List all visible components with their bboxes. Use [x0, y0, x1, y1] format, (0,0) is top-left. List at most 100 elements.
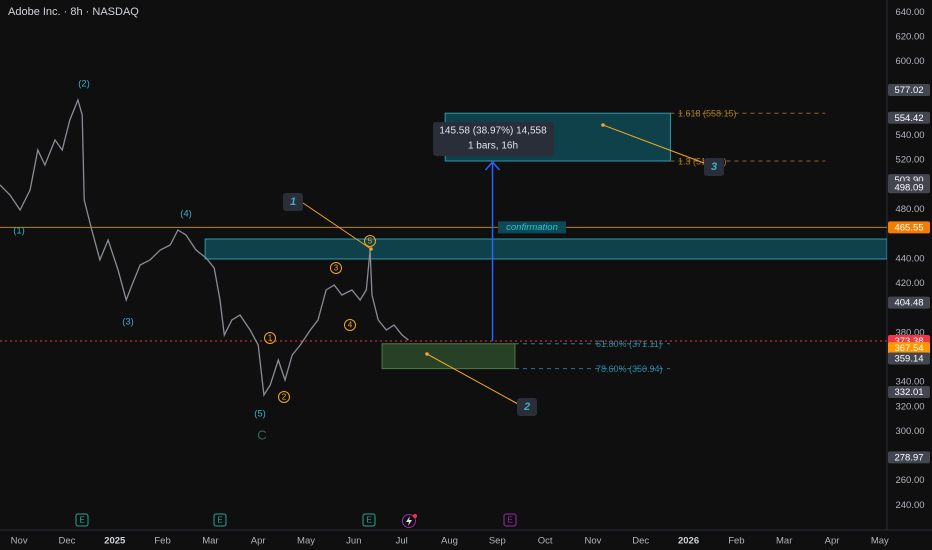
price-badge-label: 278.97 [894, 452, 923, 463]
measure-tooltip [433, 122, 554, 156]
circle-label: 3 [334, 264, 339, 273]
price-badge-label: 503.90 [894, 175, 923, 186]
connector [426, 353, 519, 405]
x-tick-label: Oct [538, 536, 553, 547]
lightning-bolt [406, 516, 412, 526]
circle-label-ring [278, 391, 290, 403]
event-label: E [507, 516, 512, 525]
x-tick-label: Feb [154, 536, 170, 547]
circle-label: 2 [282, 393, 287, 402]
y-tick-label: 520.00 [895, 155, 924, 166]
event-icon [75, 513, 89, 527]
event-icon [362, 513, 376, 527]
lightning-icon [402, 514, 416, 528]
plot-area: 1.618 (558.15) 1.3 (519.38) 61.80% (371.11… [0, 79, 887, 442]
box-label: 3 [711, 161, 717, 173]
price-badge-label: 404.48 [894, 298, 923, 309]
connector [602, 124, 705, 164]
y-tick-label: 380.00 [895, 327, 924, 338]
x-tick-label: Apr [825, 536, 840, 547]
wave-label: (5) [254, 409, 266, 420]
price-badge [888, 451, 930, 464]
measure-text: 145.58 (38.97%) 14,558 [439, 126, 547, 137]
circle-label-ring [364, 235, 376, 247]
box-label: 1 [290, 196, 296, 208]
price-badge [888, 352, 930, 365]
price-badge-label: 367.54 [894, 343, 923, 354]
x-tick-label: Mar [202, 536, 218, 547]
circle-label: 1 [268, 334, 273, 343]
level-label: confirmation [506, 222, 558, 233]
x-tick-label: Dec [58, 536, 75, 547]
connector-dot [369, 247, 373, 251]
price-badge-label: 554.42 [894, 113, 923, 124]
zone [381, 343, 516, 370]
price-badge [888, 296, 930, 309]
x-tick-label: Sep [489, 536, 506, 547]
x-tick-label: Apr [251, 536, 266, 547]
fib-label: 61.80% (371.11) [596, 339, 662, 349]
x-tick-label: 2026 [678, 536, 699, 547]
price-badge [888, 385, 930, 398]
lightning-dot [413, 514, 417, 518]
x-tick-label: 2025 [104, 536, 126, 547]
price-badge-label: 332.01 [894, 387, 923, 398]
arrow-head [484, 160, 501, 171]
y-tick-label: 440.00 [895, 253, 924, 264]
box-label-bg [704, 158, 724, 176]
x-tick-label: Feb [728, 536, 744, 547]
fib-label: 78.60% (350.94) [596, 364, 663, 374]
y-tick-label: 600.00 [895, 56, 924, 67]
price-badge-label: 465.55 [894, 222, 923, 233]
zone [204, 238, 887, 260]
connector [302, 202, 372, 250]
y-tick-label: 340.00 [895, 377, 924, 388]
y-tick-label: 240.00 [895, 500, 924, 511]
price-badge-label: 373.38 [894, 336, 923, 347]
y-tick-label: 300.00 [895, 426, 924, 437]
box-label-bg [283, 193, 303, 211]
event-label: E [79, 516, 84, 525]
x-tick-label: May [297, 536, 315, 547]
price-badge-label: 359.14 [894, 354, 923, 365]
wave-label: (4) [180, 209, 192, 220]
y-tick-label: 640.00 [895, 7, 924, 18]
y-tick-label: 420.00 [895, 278, 924, 289]
fib-label: 1.618 (558.15) [678, 109, 737, 119]
price-badge [888, 181, 930, 194]
circle-label-ring [330, 262, 342, 274]
measure-text: 1 bars, 16h [468, 141, 518, 152]
box-label: 2 [523, 401, 530, 413]
x-tick-label: Jul [396, 536, 408, 547]
wave-label: (3) [122, 317, 134, 328]
x-tick-label: Dec [632, 536, 649, 547]
price-badge [888, 221, 930, 234]
price-badge-label: 498.09 [894, 182, 923, 193]
fib-label: 1.3 (519.38) [678, 156, 727, 166]
y-tick-label: 480.00 [895, 204, 924, 215]
event-icon [213, 513, 227, 527]
chart-title: Adobe Inc. · 8h · NASDAQ [8, 6, 139, 18]
x-tick-label: Nov [584, 536, 601, 547]
x-tick-label: Jun [346, 536, 361, 547]
wave-label: C [257, 427, 266, 442]
connector-dot [425, 352, 429, 356]
wave-label: (2) [78, 79, 90, 90]
price-badge [888, 83, 930, 96]
x-tick-label: Mar [776, 536, 792, 547]
price-badge-label: 577.02 [894, 85, 923, 96]
x-tick-label: Nov [11, 536, 28, 547]
price-badge [888, 111, 930, 124]
event-icon [503, 513, 517, 527]
y-tick-label: 260.00 [895, 475, 924, 486]
x-tick-label: Aug [441, 536, 458, 547]
y-tick-label: 540.00 [895, 130, 924, 141]
circle-label: 4 [348, 321, 353, 330]
event-label: E [366, 516, 371, 525]
price-line [0, 98, 409, 397]
circle-label-ring [264, 332, 276, 344]
level-label-bg [498, 221, 566, 234]
